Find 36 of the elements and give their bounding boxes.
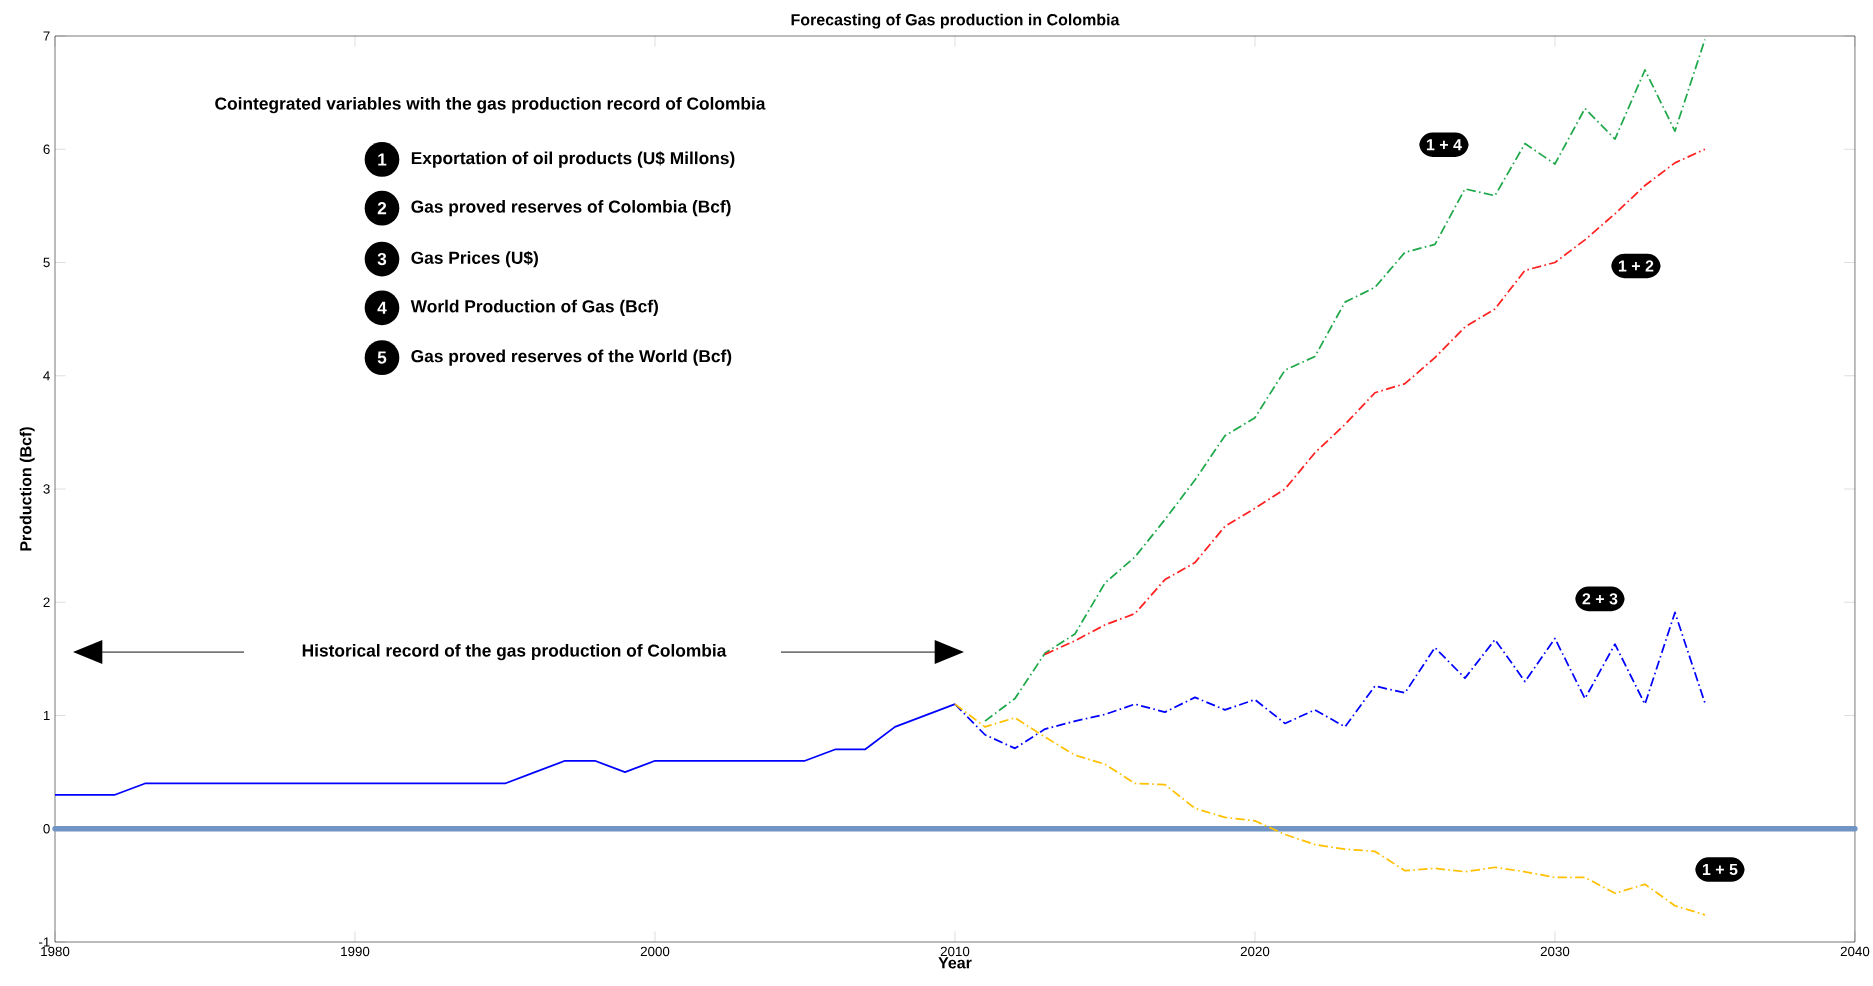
annotation: 5 xyxy=(377,351,387,364)
y-tick-label: -1 xyxy=(39,937,50,947)
x-tick-label: 2040 xyxy=(1840,946,1870,957)
x-tick-label: 2020 xyxy=(1240,946,1270,957)
annotation: Historical record of the gas production of Colombia xyxy=(302,643,727,661)
annotation: Gas Prices (U$) xyxy=(411,250,538,268)
x-tick-label: 2030 xyxy=(1540,946,1570,957)
y-tick-label: 3 xyxy=(43,484,50,494)
x-tick-label: 2000 xyxy=(640,946,670,957)
y-axis-title: Production (Bcf) xyxy=(19,427,35,551)
annotation: Cointegrated variables with the gas production record of Colombia xyxy=(215,96,766,114)
annotation: Gas proved reserves of Colombia (Bcf) xyxy=(411,200,731,217)
annotation: Exportation of oil products (U$ Millons) xyxy=(411,151,735,168)
y-tick-label: 7 xyxy=(43,31,50,41)
y-tick-label: 1 xyxy=(43,710,50,721)
x-tick-label: 2010 xyxy=(940,946,970,957)
x-tick-label: 1980 xyxy=(41,946,70,957)
annotation: World Production of Gas (Bcf) xyxy=(410,299,658,316)
chart-title: Forecasting of Gas production in Colombia xyxy=(791,13,1120,29)
text: 1 + 2 xyxy=(1618,260,1654,272)
x-tick-label: 1990 xyxy=(341,946,370,957)
annotation: 4 xyxy=(377,301,387,314)
y-tick-label: 0 xyxy=(43,824,50,834)
y-tick-label: 6 xyxy=(43,144,50,154)
annotation: Gas proved reserves of the World (Bcf) xyxy=(411,349,732,366)
text: 2 + 3 xyxy=(1582,593,1618,605)
y-tick-label: 4 xyxy=(43,371,50,381)
text: 1 + 5 xyxy=(1702,863,1738,876)
annotation: 2 xyxy=(377,202,387,215)
y-tick-label: 2 xyxy=(43,597,50,607)
text: 1 + 4 xyxy=(1426,139,1462,151)
x-axis-title: Year xyxy=(938,957,972,969)
annotation: 3 xyxy=(377,252,387,266)
annotation: 1 xyxy=(378,153,387,166)
y-tick-label: 5 xyxy=(43,257,50,268)
line-series xyxy=(984,38,1706,723)
